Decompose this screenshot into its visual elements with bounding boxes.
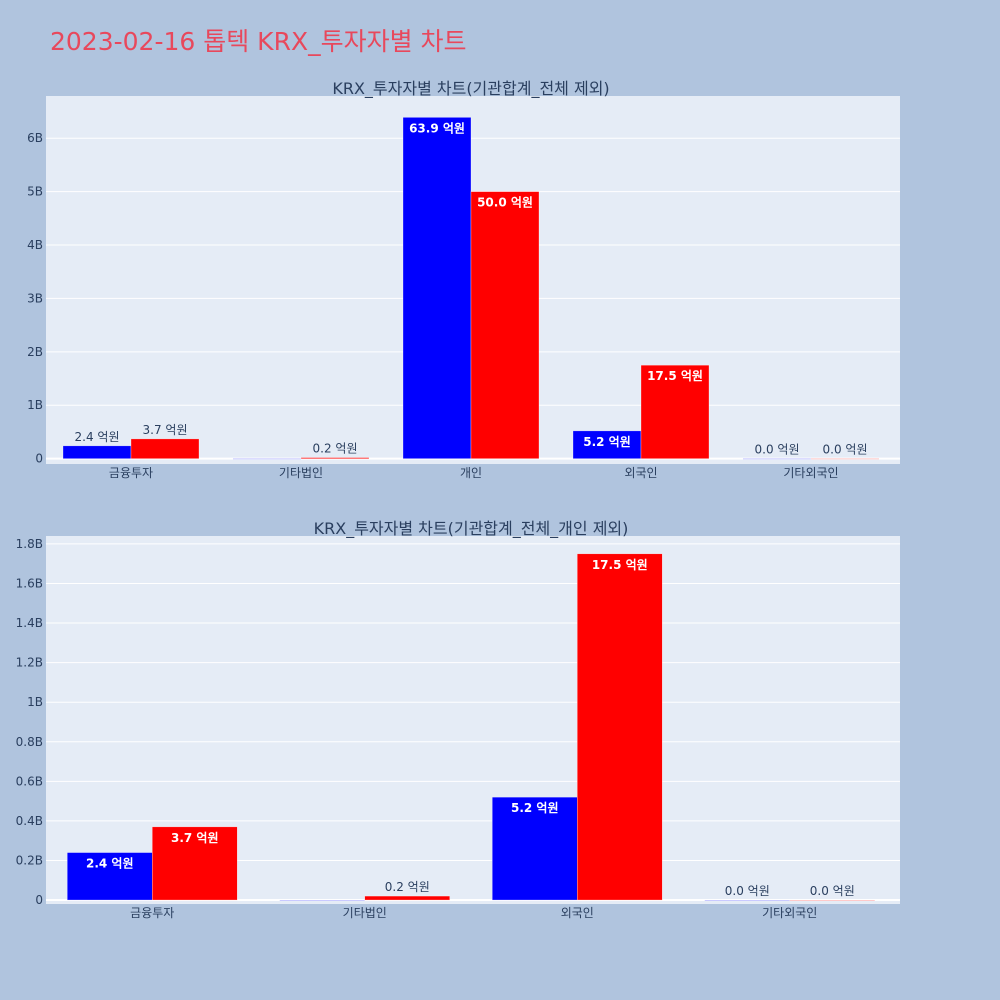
chart-1: KRX_투자자별 차트(기관합계_전체 제외) 0 1B 2B 3B 4B 5B 6B 금융투자… [27,79,900,480]
chart-title: KRX_투자자별 차트(기관합계_전체 제외) [332,79,609,99]
y-tick-label: 1.4B [16,616,43,630]
bar [279,899,365,901]
x-tick-label: 기타법인 [279,466,323,480]
y-tick-label: 1.8B [16,537,43,551]
bar [152,826,238,901]
y-tick-label: 2B [27,345,43,359]
y-tick-label: 0.8B [16,735,43,749]
data-label: 3.7 억원 [171,831,219,845]
y-tick-label: 0 [35,893,43,907]
y-tick-label: 5B [27,185,43,199]
y-tick-label: 0.6B [16,774,43,788]
x-tick-label: 개인 [460,466,482,480]
bar [470,191,540,459]
bar [704,899,790,901]
data-label: 17.5 억원 [592,558,648,572]
y-tick-label: 1B [27,398,43,412]
data-label: 63.9 억원 [409,121,465,135]
bar [402,117,472,459]
data-label: 0.0 억원 [725,884,770,898]
x-tick-label: 외국인 [561,906,594,920]
bar [577,553,663,901]
bar [130,438,200,459]
data-label: 0.0 억원 [755,443,800,457]
data-label: 0.2 억원 [313,442,358,456]
data-label: 2.4 억원 [86,857,134,871]
bar [789,899,875,901]
bar [232,458,302,460]
bar [742,458,812,460]
y-tick-label: 4B [27,238,43,252]
data-label: 3.7 억원 [143,423,188,437]
x-tick-label: 기타외국인 [762,906,817,920]
data-label: 5.2 억원 [511,801,559,815]
data-label: 2.4 억원 [75,430,120,444]
y-tick-label: 1.2B [16,656,43,670]
bar [364,895,450,901]
x-tick-label: 기타외국인 [783,466,838,480]
bar [62,445,132,459]
chart-title: KRX_투자자별 차트(기관합계_전체_개인 제외) [314,519,629,539]
data-label: 17.5 억원 [647,369,703,383]
x-tick-label: 금융투자 [130,906,174,920]
bar [300,457,370,459]
page-title: 2023-02-16 톱텍 KRX_투자자별 차트 [50,27,467,56]
y-tick-label: 1B [27,695,43,709]
x-tick-label: 금융투자 [109,466,153,480]
y-tick-label: 0.4B [16,814,43,828]
y-tick-label: 0 [35,452,43,466]
y-tick-label: 1.6B [16,576,43,590]
data-label: 0.2 억원 [385,880,430,894]
x-tick-label: 외국인 [624,466,657,480]
chart-2: KRX_투자자별 차트(기관합계_전체_개인 제외) 0 0.2B 0.4B 0.6B 0… [16,519,900,920]
bar [67,852,153,901]
y-tick-label: 0.2B [16,853,43,867]
x-tick-label: 기타법인 [343,906,387,920]
bar [572,430,642,459]
bar [810,458,880,460]
data-label: 0.0 억원 [810,884,855,898]
y-tick-label: 6B [27,131,43,145]
data-label: 50.0 억원 [477,196,533,210]
y-tick-label: 3B [27,291,43,305]
data-label: 5.2 억원 [583,435,631,449]
bar [640,364,710,459]
data-label: 0.0 억원 [823,443,868,457]
